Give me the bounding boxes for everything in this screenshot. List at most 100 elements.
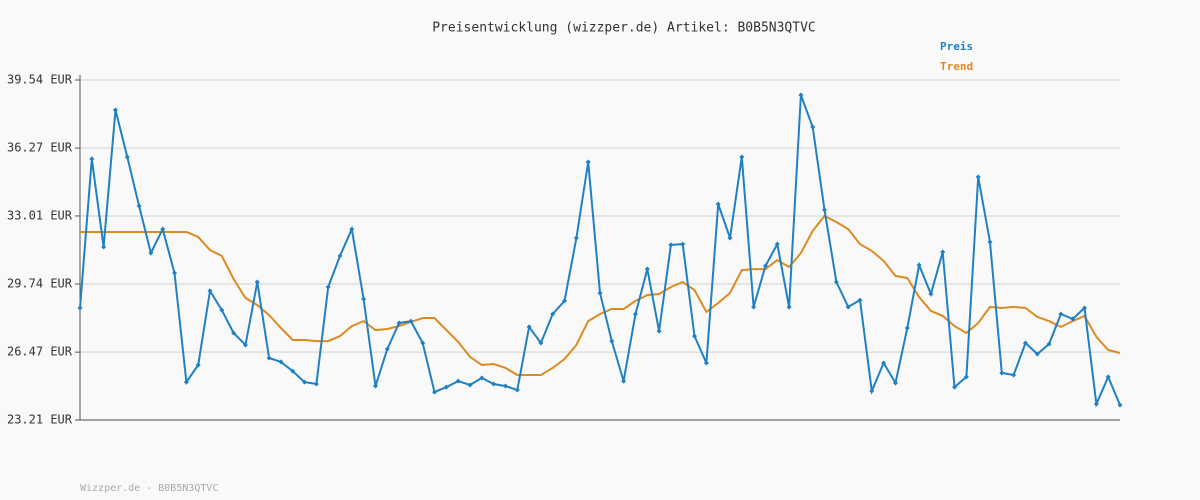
marker (455, 378, 461, 384)
marker (396, 320, 402, 326)
marker (585, 159, 591, 165)
marker (231, 330, 237, 336)
marker (526, 324, 532, 330)
marker (786, 304, 792, 310)
y-tick-label: 36.27 EUR (7, 141, 73, 155)
marker (302, 379, 308, 385)
marker (999, 370, 1005, 376)
marker (762, 263, 768, 269)
y-tick-label: 33.01 EUR (7, 208, 73, 222)
marker (1034, 351, 1040, 357)
marker (963, 374, 969, 380)
marker (739, 154, 745, 160)
marker (881, 360, 887, 366)
marker (644, 266, 650, 272)
marker (562, 298, 568, 304)
marker (420, 340, 426, 346)
marker (916, 262, 922, 268)
marker (219, 307, 225, 313)
marker (751, 304, 757, 310)
marker (1058, 311, 1064, 317)
marker (160, 226, 166, 232)
marker (869, 388, 875, 394)
marker (810, 124, 816, 130)
marker (597, 290, 603, 296)
marker (491, 381, 497, 387)
legend-label: Preis (940, 40, 973, 53)
marker (621, 378, 627, 384)
marker (242, 342, 248, 348)
marker (112, 107, 118, 113)
chart-title: Preisentwicklung (wizzper.de) Artikel: B… (432, 21, 816, 36)
marker (278, 359, 284, 365)
marker (1093, 401, 1099, 407)
marker (172, 270, 178, 276)
marker (479, 375, 485, 381)
marker (952, 384, 958, 390)
y-tick-label: 23.21 EUR (7, 413, 73, 427)
footer: Wizzper.de - B0B5N3QTVC (80, 483, 218, 494)
y-tick-label: 39.54 EUR (7, 73, 73, 87)
marker (325, 284, 331, 290)
marker (1117, 402, 1123, 408)
marker (656, 328, 662, 334)
marker (727, 235, 733, 241)
marker (774, 241, 780, 247)
marker (195, 362, 201, 368)
marker (337, 253, 343, 259)
marker (89, 156, 95, 162)
marker (680, 241, 686, 247)
marker (183, 379, 189, 385)
marker (857, 297, 863, 303)
marker (502, 383, 508, 389)
y-tick-label: 26.47 EUR (7, 345, 73, 359)
marker (833, 279, 839, 285)
marker (136, 203, 142, 209)
marker (692, 333, 698, 339)
marker (715, 201, 721, 207)
marker (573, 235, 579, 241)
marker (1011, 372, 1017, 378)
marker (668, 242, 674, 248)
marker (632, 311, 638, 317)
marker (1022, 340, 1028, 346)
marker (514, 387, 520, 393)
marker (822, 207, 828, 213)
marker (1070, 316, 1076, 322)
marker (987, 239, 993, 245)
marker (940, 249, 946, 255)
marker (77, 305, 83, 311)
marker (845, 304, 851, 310)
marker (1046, 341, 1052, 347)
marker (254, 279, 260, 285)
marker (207, 288, 213, 294)
marker (384, 346, 390, 352)
marker (124, 154, 130, 160)
marker (904, 325, 910, 331)
marker (148, 250, 154, 256)
legend-label: Trend (940, 60, 973, 73)
y-tick-label: 29.74 EUR (7, 277, 73, 291)
marker (290, 368, 296, 374)
marker (975, 174, 981, 180)
marker (266, 355, 272, 361)
marker (1082, 305, 1088, 311)
marker (928, 291, 934, 297)
marker (538, 340, 544, 346)
marker (313, 381, 319, 387)
marker (467, 382, 473, 388)
marker (432, 389, 438, 395)
marker (101, 244, 107, 250)
marker (1105, 374, 1111, 380)
marker (550, 311, 556, 317)
marker (609, 338, 615, 344)
marker (372, 383, 378, 389)
marker (703, 360, 709, 366)
marker (892, 380, 898, 386)
marker (361, 296, 367, 302)
marker (443, 384, 449, 390)
marker (349, 226, 355, 232)
marker (798, 92, 804, 98)
